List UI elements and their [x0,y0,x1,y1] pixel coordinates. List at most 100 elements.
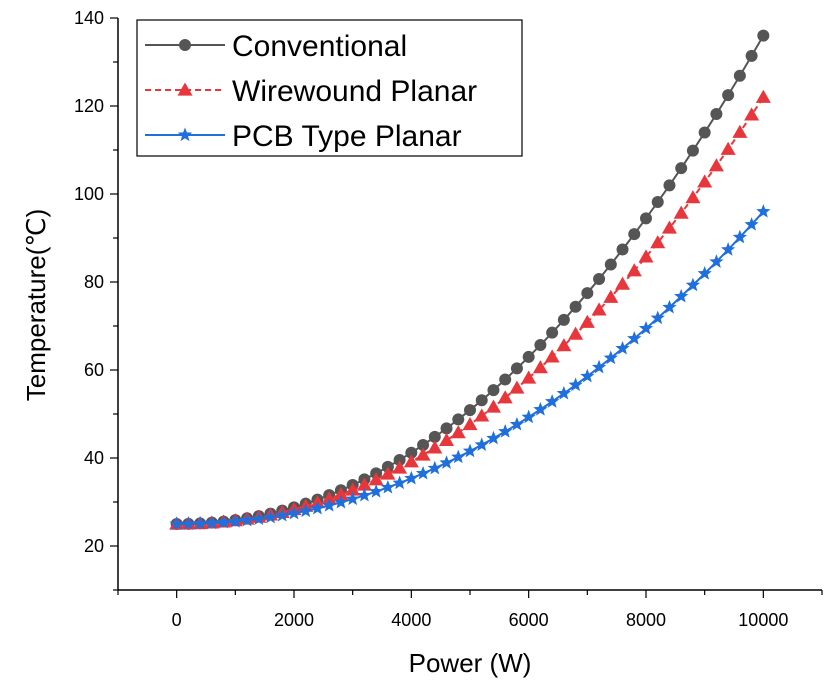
data-point [663,179,676,192]
data-point [239,512,255,527]
legend-item: Wirewound Planar [145,75,477,108]
data-point [591,302,607,316]
data-point [650,310,665,325]
data-point [228,514,243,528]
data-point [604,258,617,271]
data-point [403,454,419,468]
data-point [581,287,594,300]
data-point [626,263,642,277]
data-point [310,500,325,515]
y-tick-label: 80 [84,272,104,292]
data-point [673,205,689,219]
data-point [298,503,313,518]
data-point [181,516,196,530]
legend-marker [177,82,193,96]
data-point [579,314,595,328]
y-tick-label: 140 [74,8,104,28]
data-point [685,190,701,204]
y-tick-label: 120 [74,96,104,116]
legend-marker [179,39,191,51]
data-point [556,338,572,352]
data-point [722,89,735,102]
data-point [757,29,770,42]
data-point [534,339,547,352]
data-point [640,212,652,225]
series-layer [169,29,771,531]
data-point [545,394,560,408]
data-point [498,424,513,438]
data-point [522,350,535,363]
data-point [499,373,512,386]
data-point [533,402,548,416]
data-point [464,404,476,417]
data-point [744,217,759,231]
data-point [393,453,406,466]
data-point [628,228,641,241]
legend-label: Conventional [232,30,407,63]
data-point [392,475,407,490]
legend-label: PCB Type Planar [232,120,462,153]
data-point [744,107,760,121]
data-point [675,162,688,175]
data-point [568,326,584,340]
data-point [603,289,619,303]
data-point [708,158,724,172]
data-point [732,124,748,138]
y-tick-label: 20 [84,536,104,556]
data-point [439,455,454,469]
data-point [321,491,337,505]
data-point [380,466,396,480]
data-point [732,229,747,244]
data-point [544,349,560,363]
data-point [662,299,677,314]
legend-box [136,19,523,157]
data-point [593,272,606,285]
data-point [368,472,384,486]
data-point [650,235,666,249]
legend-item: PCB Type Planar [145,120,462,153]
data-point [686,144,699,157]
data-point [651,196,664,209]
data-point [521,409,536,424]
data-point [615,276,631,290]
data-point [685,277,701,292]
y-tick-label: 100 [74,184,104,204]
data-point [475,394,488,407]
data-point [557,313,570,326]
y-tick-label: 40 [84,448,104,468]
data-point [674,288,689,303]
data-point [710,108,723,121]
data-point [356,477,372,491]
data-point [428,430,441,443]
data-point [486,430,501,445]
x-tick-label: 0 [172,610,182,630]
data-point [497,390,513,404]
data-point [263,509,278,524]
data-point [733,69,746,82]
data-point [709,254,724,268]
y-tick-label: 60 [84,360,104,380]
y-axis-title: Temperature(℃) [21,209,51,401]
data-point [745,49,758,62]
data-point [427,440,443,454]
data-point [509,416,525,431]
x-tick-label: 2000 [274,610,314,630]
series-line [176,96,765,525]
legend: Conventional Wirewound Planar PCB Type Pla… [136,19,523,157]
data-point [510,362,523,375]
data-point [755,89,771,103]
data-point [485,399,501,413]
data-point [204,515,219,530]
data-point [450,425,466,439]
data-point [546,326,559,339]
x-tick-label: 4000 [391,610,431,630]
x-tick-label: 10000 [738,610,788,630]
legend-item: Conventional [145,30,407,63]
data-point [452,413,465,426]
data-point [275,507,290,522]
data-point [392,460,408,474]
data-point [591,359,607,374]
data-point [720,141,736,155]
data-point [698,126,711,139]
data-point [333,494,349,509]
